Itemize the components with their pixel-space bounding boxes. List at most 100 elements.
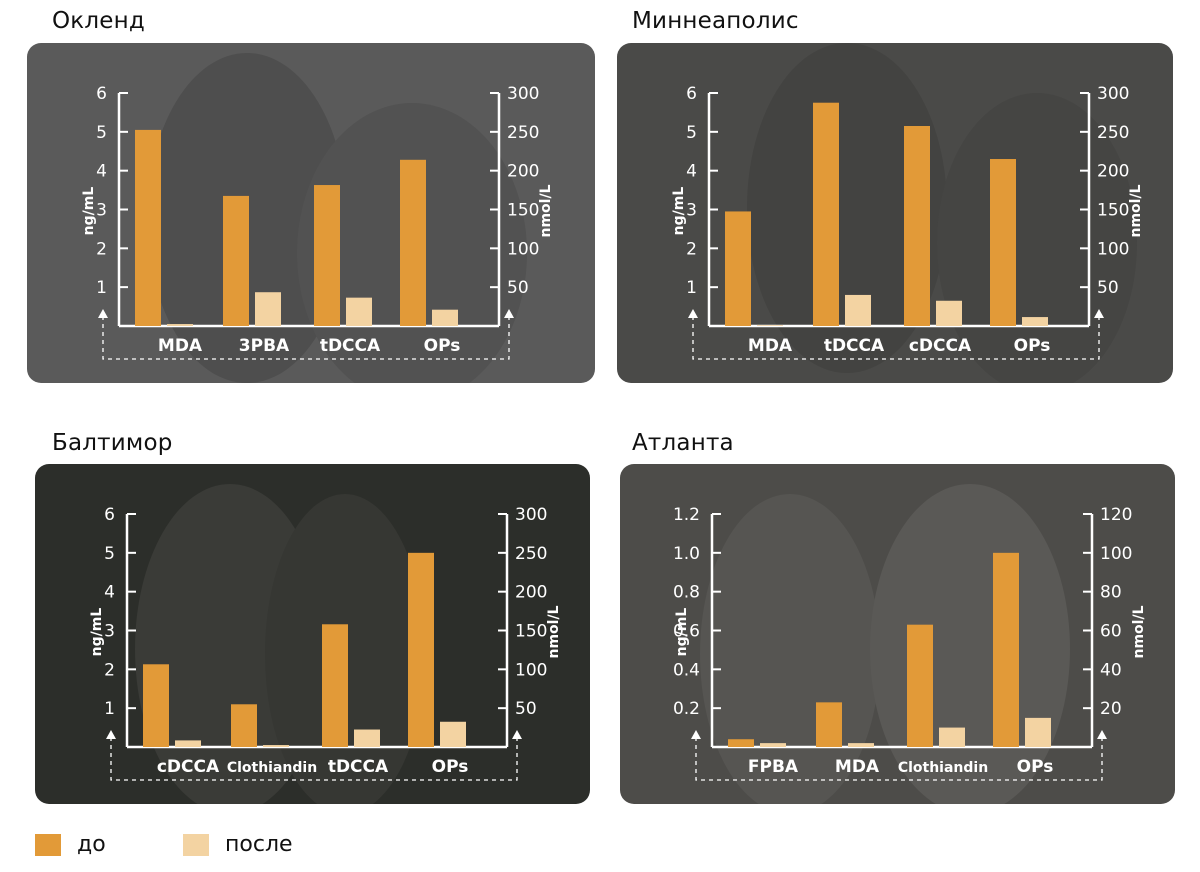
bar-after (354, 729, 380, 747)
chart-baltimore: 1 2 3 4 5 6 50 100 150 200 250 300 ng/mL nmol/L cDCCA C… (89, 505, 562, 781)
x-tick-label: FPBA (748, 757, 799, 777)
y2-tick-label: 50 (507, 278, 529, 298)
chart-oakland: 1 2 3 4 5 6 50 100 150 200 250 300 ng/mL nmol/L MDA 3PB… (81, 84, 554, 360)
y2-tick-label: 20 (1100, 699, 1122, 719)
y2-tick-label: 150 (1097, 201, 1129, 221)
bar-before (993, 552, 1019, 747)
chart-panel-oakland: 1 2 3 4 5 6 50 100 150 200 250 300 ng/mL nmol/L MDA 3PB… (27, 43, 595, 383)
y2-tick-label: 200 (1097, 162, 1129, 182)
bar-before (816, 702, 842, 747)
y2-tick-label: 200 (515, 583, 547, 603)
y2-tick-label: 80 (1100, 583, 1122, 603)
x-tick-label: cDCCA (157, 757, 220, 777)
x-tick-label: tDCCA (328, 757, 389, 777)
arrow-up-icon (512, 730, 522, 739)
y-axis-label: ng/mL (671, 187, 687, 236)
x-tick-label: OPs (1014, 336, 1051, 356)
chart-panel-minneapolis: 1 2 3 4 5 6 50 100 150 200 250 300 ng/mL nmol/L MDA tDC… (617, 43, 1173, 383)
bar-after (939, 727, 965, 747)
legend-item-before: до (35, 832, 106, 857)
bar-after (440, 721, 466, 747)
y-tick-label: 0.4 (673, 660, 700, 680)
y2-tick-label: 60 (1100, 622, 1122, 642)
bar-after (1022, 317, 1048, 326)
y2-tick-label: 120 (1100, 505, 1132, 525)
bar-after (760, 743, 786, 747)
y-tick-label: 3 (96, 201, 107, 221)
y-tick-label: 0.8 (673, 583, 700, 603)
bar-before (223, 195, 249, 326)
arrow-up-icon (504, 309, 514, 318)
family-photo-background (937, 93, 1137, 383)
y2-tick-label: 300 (507, 84, 539, 104)
chart-title-baltimore: Балтимор (52, 430, 173, 456)
y-axis-label: ng/mL (674, 608, 690, 657)
y-tick-label: 5 (96, 123, 107, 143)
legend-swatch-before (35, 833, 61, 856)
arrow-up-icon (106, 730, 116, 739)
x-tick-label: OPs (424, 336, 461, 356)
bar-after (167, 324, 193, 326)
y2-tick-label: 100 (1100, 544, 1132, 564)
x-tick-label: 3PBA (239, 336, 290, 356)
bar-before (904, 126, 930, 326)
bar-before (135, 129, 161, 326)
x-tick-label: tDCCA (320, 336, 381, 356)
x-tick-label: tDCCA (824, 336, 885, 356)
y-tick-label: 6 (104, 505, 115, 525)
y-tick-label: 0.6 (673, 622, 700, 642)
x-tick-label: MDA (748, 336, 793, 356)
x-tick-label: Clothiandin (898, 760, 988, 776)
x-tick-label: OPs (432, 757, 469, 777)
y2-tick-label: 150 (507, 201, 539, 221)
y-tick-label: 1 (96, 278, 107, 298)
chart-title-minneapolis: Миннеаполис (632, 8, 799, 34)
bar-after (346, 297, 372, 326)
bar-before (907, 624, 933, 747)
x-tick-label: MDA (158, 336, 203, 356)
bar-after (255, 292, 281, 326)
legend-label-after: после (225, 832, 293, 857)
y2-tick-label: 300 (515, 505, 547, 525)
y-tick-label: 5 (686, 123, 697, 143)
bar-after (1025, 717, 1051, 747)
chart-panel-baltimore: 1 2 3 4 5 6 50 100 150 200 250 300 ng/mL nmol/L cDCCA C… (35, 464, 590, 804)
legend-label-before: до (77, 832, 106, 857)
y2-tick-label: 50 (1097, 278, 1119, 298)
y-tick-label: 4 (96, 162, 107, 182)
y-tick-label: 6 (686, 84, 697, 104)
y-axis-label: ng/mL (89, 608, 105, 657)
bar-before (408, 552, 434, 747)
x-tick-label: MDA (835, 757, 880, 777)
chart-title-atlanta: Атланта (632, 430, 734, 456)
y-tick-label: 2 (686, 239, 697, 259)
bar-after (848, 743, 874, 747)
y2-axis-label: nmol/L (1128, 184, 1144, 237)
y-tick-label: 1.0 (673, 544, 700, 564)
y-tick-label: 1 (686, 278, 697, 298)
bar-before (725, 211, 751, 326)
y-tick-label: 3 (104, 622, 115, 642)
arrow-up-icon (1094, 309, 1104, 318)
bar-before (990, 159, 1016, 326)
arrow-up-icon (98, 309, 108, 318)
y2-axis-label: nmol/L (1131, 605, 1147, 658)
bar-before (813, 102, 839, 326)
bar-before (400, 159, 426, 326)
bar-before (231, 704, 257, 747)
x-tick-label: Clothiandin (227, 760, 317, 776)
y2-tick-label: 250 (507, 123, 539, 143)
family-photo-background (700, 494, 880, 804)
arrow-up-icon (691, 730, 701, 739)
arrow-up-icon (688, 309, 698, 318)
bar-after (757, 325, 783, 326)
y-tick-label: 5 (104, 544, 115, 564)
y-tick-label: 1.2 (673, 505, 700, 525)
bar-before (314, 185, 340, 326)
y2-axis-label: nmol/L (546, 605, 562, 658)
y-tick-label: 2 (104, 660, 115, 680)
arrow-up-icon (1097, 730, 1107, 739)
bar-before (728, 739, 754, 747)
y2-tick-label: 50 (515, 699, 537, 719)
y2-tick-label: 250 (515, 544, 547, 564)
